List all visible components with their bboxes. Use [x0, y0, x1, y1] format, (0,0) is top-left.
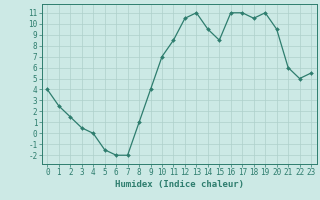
X-axis label: Humidex (Indice chaleur): Humidex (Indice chaleur) [115, 180, 244, 189]
